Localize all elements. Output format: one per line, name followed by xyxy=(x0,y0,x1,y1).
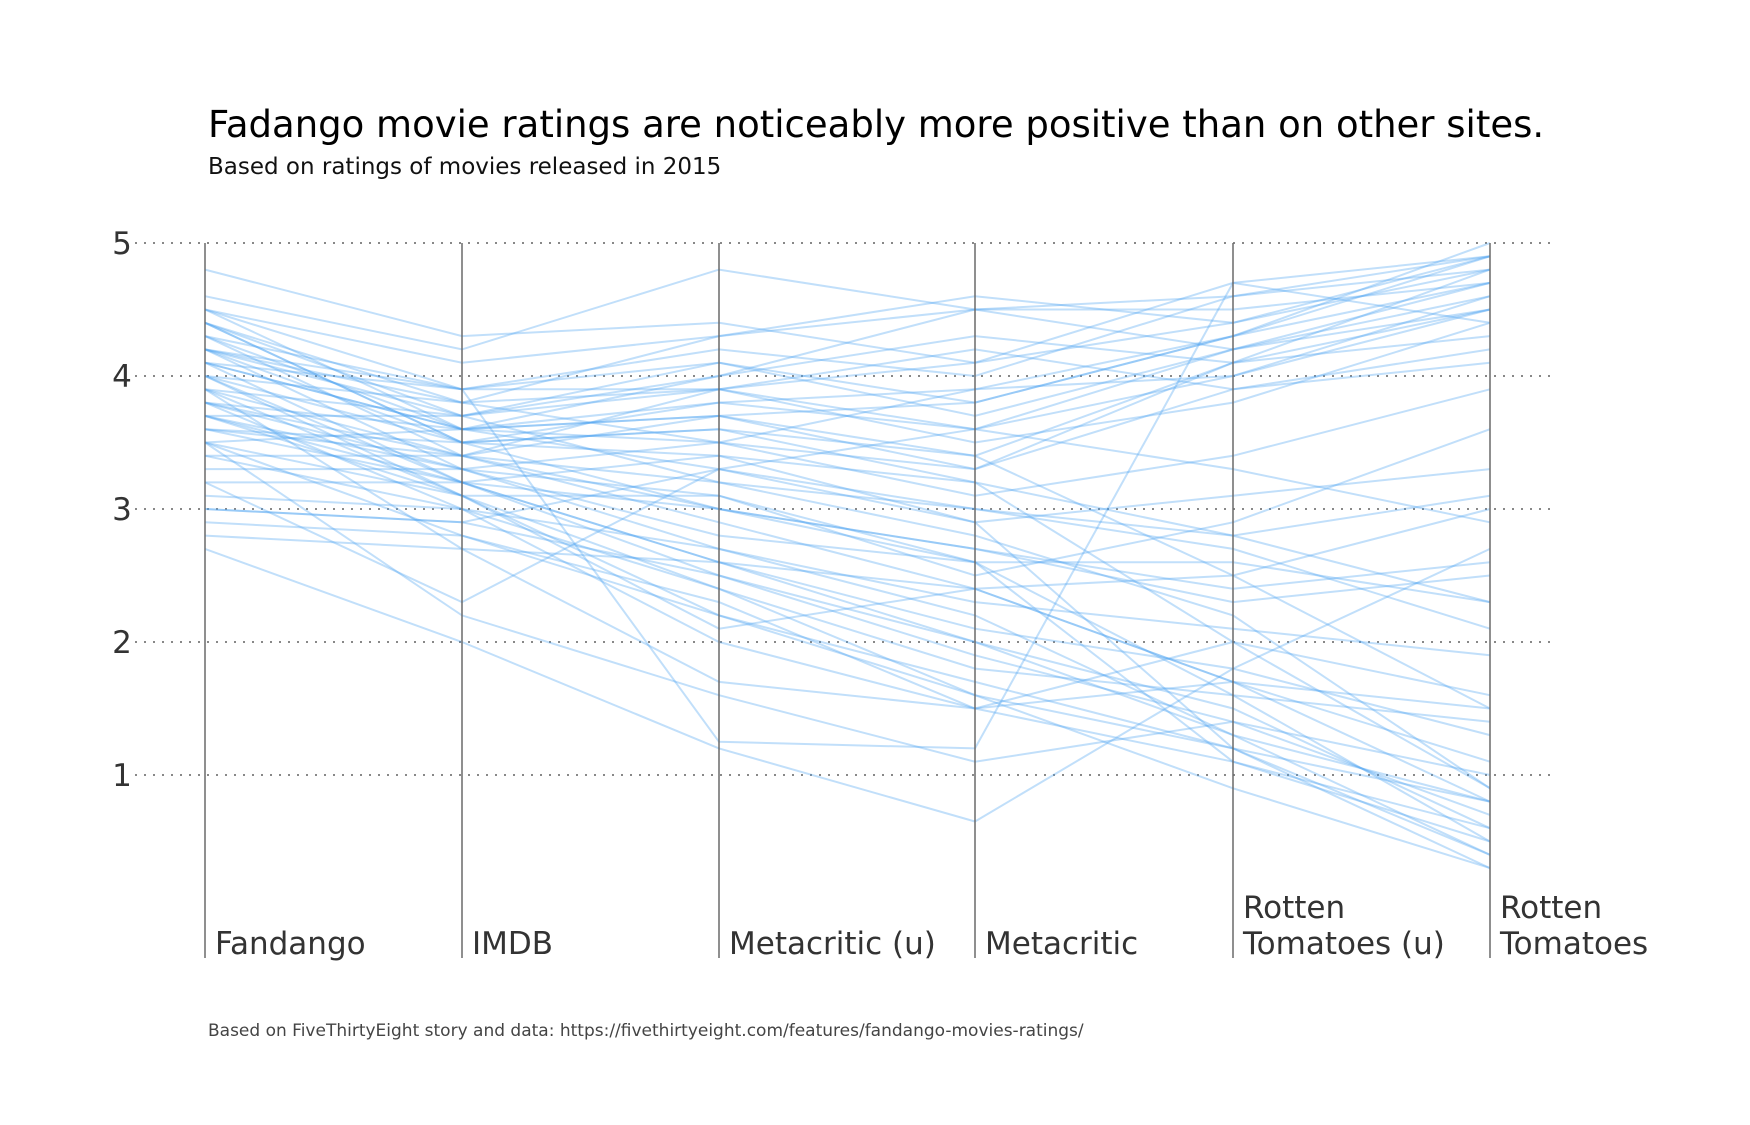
movie-line-45 xyxy=(204,388,1491,790)
movie-line-44 xyxy=(204,281,1491,750)
chart-caption: Based on FiveThirtyEight story and data:… xyxy=(208,1021,1084,1041)
movie-line-38 xyxy=(204,494,1491,657)
movie-line-26 xyxy=(204,401,1491,763)
movie-line-31 xyxy=(204,428,1491,830)
movie-line-16 xyxy=(204,361,1491,630)
axis-label-5-line-2: Tomatoes (u) xyxy=(1242,926,1445,962)
movie-line-41 xyxy=(204,534,1491,710)
movie-line-46 xyxy=(204,255,1491,431)
movie-line-4 xyxy=(204,295,1491,431)
y-tick-label-4: 4 xyxy=(112,359,132,395)
movie-line-32 xyxy=(204,281,1491,444)
movie-line-49 xyxy=(204,375,1491,830)
movie-line-55 xyxy=(204,441,1491,870)
movie-line-14 xyxy=(204,348,1491,856)
movie-line-7 xyxy=(204,321,1491,790)
movie-line-48 xyxy=(204,468,1491,856)
chart-subtitle: Based on ratings of movies released in 2… xyxy=(208,154,721,180)
movie-line-9 xyxy=(204,268,1491,391)
movie-line-47 xyxy=(204,348,1491,457)
y-tick-label-1: 1 xyxy=(112,758,132,794)
movie-line-34 xyxy=(205,454,1491,537)
movie-line-11 xyxy=(204,335,1491,803)
axis-label-5-line-1: Rotten xyxy=(1243,890,1345,926)
axis-label-4: Metacritic xyxy=(985,926,1138,962)
movie-line-25 xyxy=(204,401,1491,577)
axes: Fandango IMDB Metacritic (u) Metacritic Rott… xyxy=(204,243,1648,962)
axis-label-6-line-1: Rotten xyxy=(1500,890,1602,926)
movie-line-37 xyxy=(205,481,1491,604)
movie-line-27 xyxy=(205,321,1491,444)
movie-line-33 xyxy=(204,441,1491,803)
movie-line-30 xyxy=(204,335,1491,457)
y-tick-label-5: 5 xyxy=(112,226,132,262)
movie-line-21 xyxy=(204,295,1491,417)
movie-line-12 xyxy=(204,308,1491,417)
axis-label-2-line-1: IMDB xyxy=(472,926,553,962)
movie-line-23 xyxy=(204,388,1491,870)
movie-line-50 xyxy=(204,268,1491,471)
movie-line-42 xyxy=(204,547,1491,823)
axis-label-5: Rotten Tomatoes (u) xyxy=(1242,890,1445,962)
movie-line-40 xyxy=(204,521,1491,843)
chart-title: Fadango movie ratings are noticeably mor… xyxy=(208,103,1544,146)
axis-label-1: Fandango xyxy=(215,926,366,962)
movie-line-1 xyxy=(204,255,1491,364)
axis-label-3: Metacritic (u) xyxy=(729,926,936,962)
axis-label-3-line-1: Metacritic (u) xyxy=(729,926,936,962)
movie-line-28 xyxy=(204,414,1491,604)
movie-line-54 xyxy=(204,255,1491,444)
movie-line-18 xyxy=(204,268,1491,404)
movie-line-35 xyxy=(204,454,1491,723)
movie-line-3 xyxy=(204,255,1491,364)
movie-line-10 xyxy=(204,335,1491,471)
axis-label-6: Rotten Tomatoes xyxy=(1499,890,1648,962)
movie-line-36 xyxy=(205,388,1491,497)
y-tick-label-2: 2 xyxy=(112,625,132,661)
movie-line-13 xyxy=(204,348,1491,524)
movie-line-53 xyxy=(204,308,1491,524)
axis-label-1-line-1: Fandango xyxy=(215,926,366,962)
movie-line-19 xyxy=(204,375,1491,524)
movie-line-20 xyxy=(204,375,1491,737)
y-tick-labels: 1 2 3 4 5 xyxy=(112,226,132,794)
movie-line-8 xyxy=(204,321,1491,843)
axis-label-2: IMDB xyxy=(472,926,553,962)
movie-line-6 xyxy=(204,281,1491,404)
y-tick-label-3: 3 xyxy=(112,492,132,528)
axis-label-6-line-2: Tomatoes xyxy=(1499,926,1648,962)
movie-line-29 xyxy=(204,414,1491,697)
movie-line-52 xyxy=(204,414,1491,630)
movie-line-22 xyxy=(204,388,1491,590)
movie-line-2 xyxy=(204,268,1491,351)
movie-line-5 xyxy=(204,308,1491,710)
movie-line-43 xyxy=(204,441,1491,776)
axis-label-4-line-1: Metacritic xyxy=(985,926,1138,962)
movie-line-24 xyxy=(204,308,1491,431)
movie-line-17 xyxy=(204,361,1491,816)
movie-line-15 xyxy=(204,242,1491,404)
movie-line-51 xyxy=(204,321,1491,604)
rating-lines xyxy=(204,242,1491,870)
movie-line-39 xyxy=(204,508,1491,803)
